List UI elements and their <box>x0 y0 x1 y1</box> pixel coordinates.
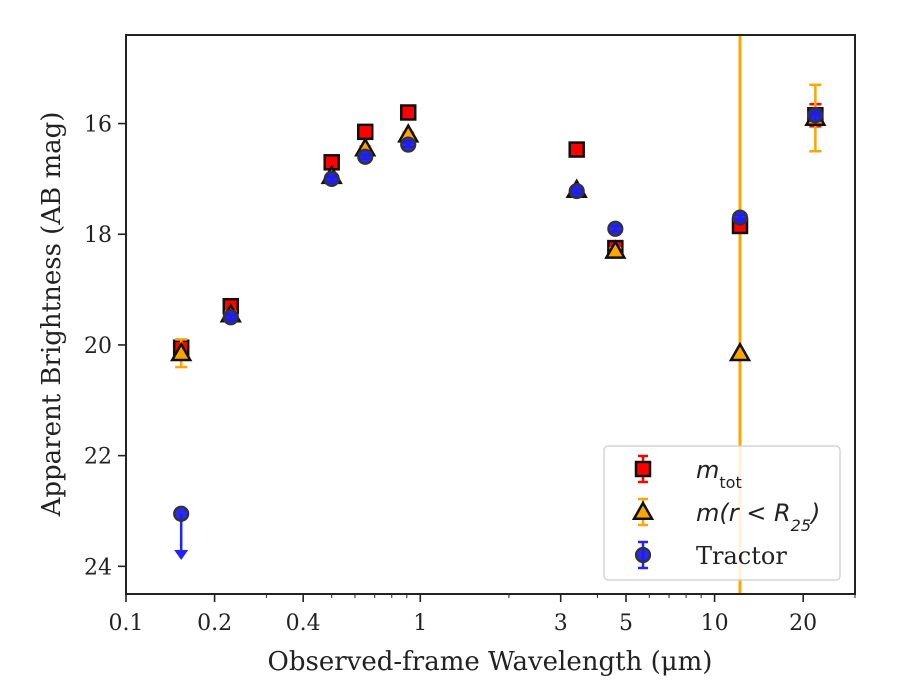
legend-marker-square <box>634 460 652 478</box>
y-tick-label: 24 <box>84 555 112 580</box>
data-point-square <box>568 141 585 158</box>
legend-label: m(r < R25) <box>696 499 820 535</box>
data-point-square <box>356 123 374 141</box>
legend-label: mtot <box>696 456 742 492</box>
y-tick-label: 20 <box>84 334 112 359</box>
data-point-circle <box>568 182 585 200</box>
y-tick-label: 18 <box>84 223 112 248</box>
legend-label: Tractor <box>696 542 787 570</box>
data-point-circle <box>731 209 749 226</box>
x-tick-label: 10 <box>701 611 729 636</box>
data-point-triangle <box>728 341 752 362</box>
y-axis-label: Apparent Brightness (AB mag) <box>37 112 67 518</box>
y-tick-label: 16 <box>84 113 112 138</box>
x-tick-label: 0.1 <box>109 611 144 636</box>
legend-marker-triangle <box>631 500 655 520</box>
data-point-circle <box>807 107 824 124</box>
x-tick-label: 0.4 <box>286 611 321 636</box>
plot-area <box>170 35 827 594</box>
legend: mtot m(r < R25) Tractor <box>603 445 841 581</box>
axes: 0.1 0.2 0.4 1 3 5 10 20 16 18 20 22 24 <box>84 113 856 636</box>
x-tick-label: 0.2 <box>197 611 232 636</box>
data-point-circle <box>400 136 417 153</box>
x-tick-label: 5 <box>619 611 633 636</box>
x-axis-label: Observed-frame Wavelength (μm) <box>268 647 713 677</box>
data-point-triangle <box>604 239 627 259</box>
data-point-circle <box>607 220 624 237</box>
legend-box <box>603 445 841 581</box>
upper-limit-arrowhead <box>174 550 189 561</box>
data-point-circle <box>323 170 340 188</box>
data-point-triangle <box>170 341 193 362</box>
series-circle <box>173 107 824 561</box>
data-point-circle <box>222 309 239 326</box>
y-tick-label: 22 <box>84 445 112 470</box>
x-tick-label: 3 <box>554 611 568 636</box>
data-point-circle <box>357 148 374 165</box>
x-tick-label: 20 <box>789 611 817 636</box>
data-point-circle <box>173 505 190 522</box>
data-point-square <box>399 104 417 121</box>
x-tick-label: 1 <box>413 611 427 636</box>
legend-marker-circle <box>634 546 652 564</box>
plot-frame <box>125 34 856 595</box>
